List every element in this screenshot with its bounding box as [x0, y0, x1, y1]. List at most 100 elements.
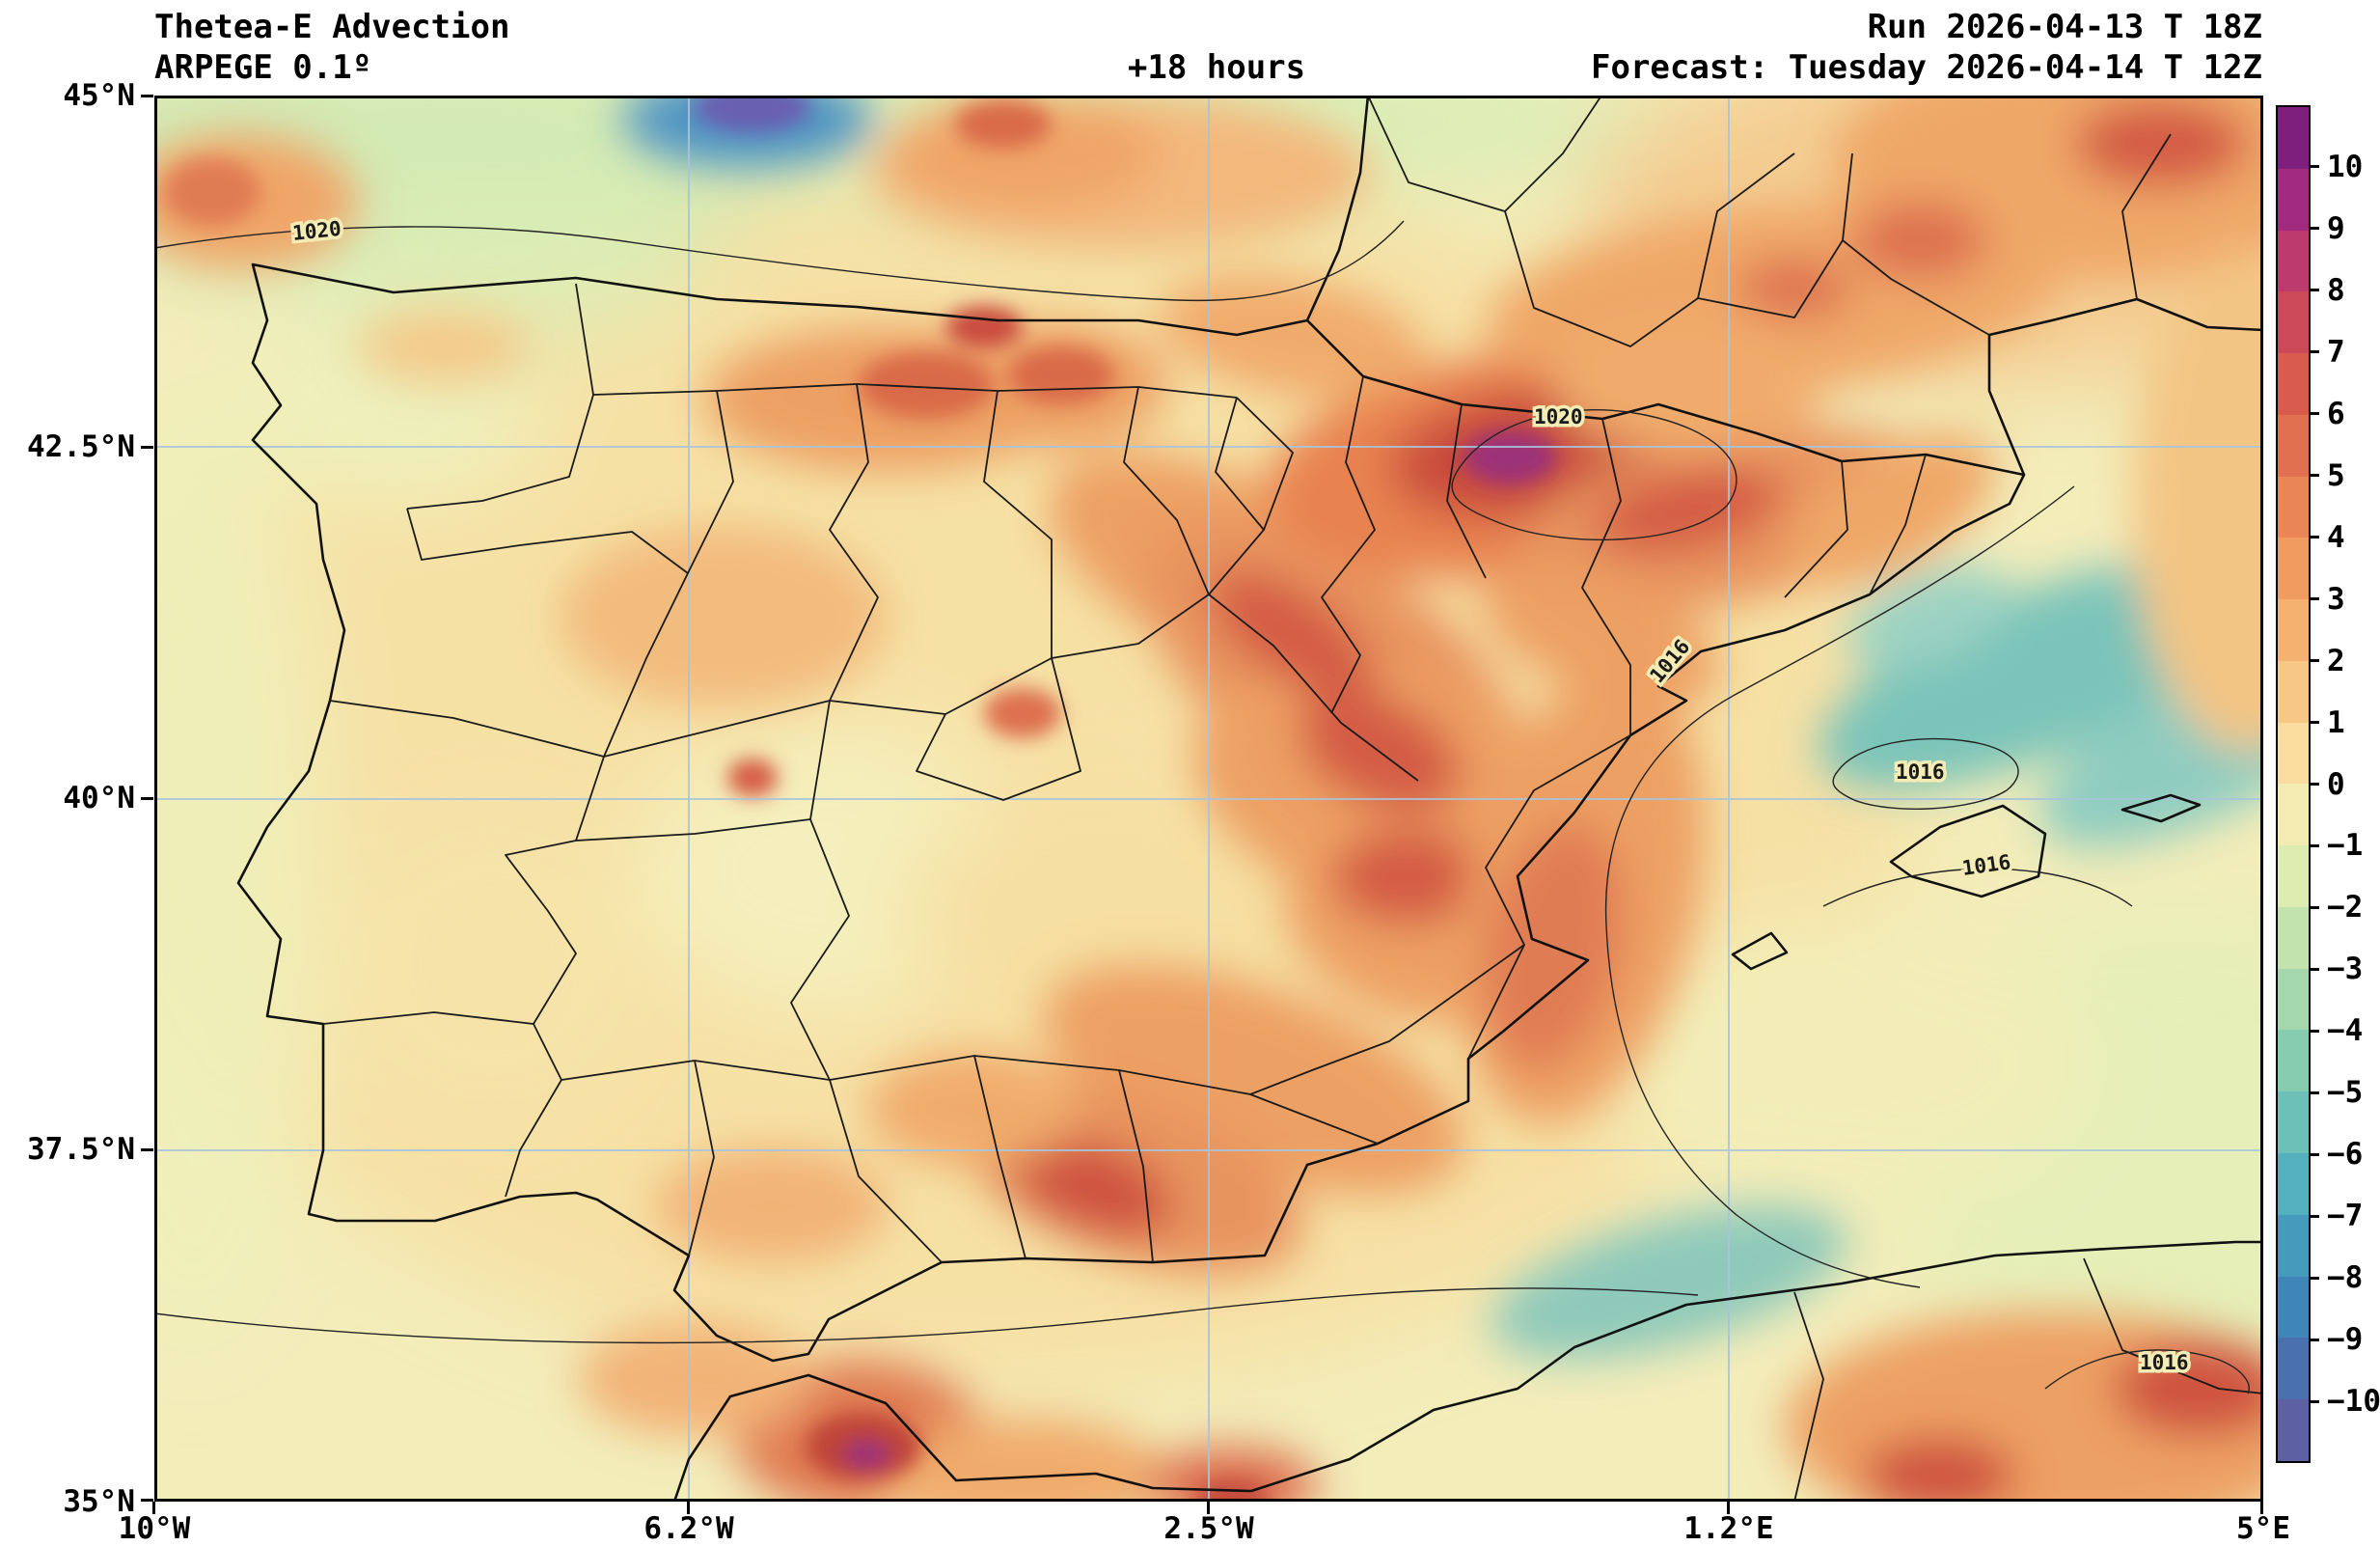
colorbar-segment — [2278, 1338, 2309, 1400]
isobar-label: 1016 — [2140, 1351, 2189, 1374]
x-axis-label: 10°W — [118, 1511, 191, 1546]
isobar-label: 1016 — [1896, 760, 1945, 784]
model-label: ARPEGE 0.1º — [154, 48, 372, 87]
colorbar-tick — [2311, 1152, 2319, 1156]
colorbar-tick-label: −4 — [2327, 1013, 2364, 1049]
run-label: Run 2026-04-13 T 18Z — [1867, 8, 2262, 46]
x-axis-tick — [1727, 1502, 1730, 1514]
iberia-coastline — [236, 262, 2026, 1363]
colorbar-tick-label: 4 — [2327, 519, 2345, 555]
colorbar-tick — [2311, 474, 2319, 478]
colorbar-tick — [2311, 412, 2319, 416]
colorbar-tick-label: −10 — [2327, 1384, 2380, 1420]
colorbar-tick-label: 10 — [2327, 149, 2364, 184]
colorbar-tick-label: 9 — [2327, 210, 2345, 246]
y-axis-tick — [141, 95, 153, 97]
france-atlantic-coastline — [1305, 96, 1370, 321]
isobar-contours — [154, 220, 2250, 1394]
x-axis-label: 2.5°W — [1163, 1511, 1254, 1546]
colorbar-segment — [2278, 414, 2309, 477]
colorbar-tick — [2311, 1276, 2319, 1280]
isobar-1016-oval — [1832, 737, 2019, 810]
colorbar-tick-label: 5 — [2327, 457, 2345, 493]
y-axis-tick — [141, 446, 153, 449]
x-axis-tick — [687, 1502, 690, 1514]
colorbar-tick-label: 8 — [2327, 272, 2345, 308]
colorbar-tick — [2311, 597, 2319, 601]
colorbar-tick — [2311, 289, 2319, 292]
colorbar-tick — [2311, 659, 2319, 663]
x-axis-label: 1.2°E — [1683, 1511, 1774, 1546]
y-axis-tick — [141, 1499, 153, 1502]
colorbar-tick-label: −9 — [2327, 1322, 2364, 1358]
colorbar-segment — [2278, 660, 2309, 723]
y-axis-label: 45°N — [63, 78, 135, 113]
colorbar-tick-label: 2 — [2327, 643, 2345, 678]
france-mediterranean-coastline — [1987, 297, 2263, 476]
x-axis-tick — [152, 1502, 155, 1514]
colorbar-segment — [2278, 291, 2309, 354]
isobar-1020-northeast — [1451, 408, 1737, 540]
colorbar — [2276, 105, 2311, 1463]
x-axis-label: 5°E — [2236, 1511, 2290, 1546]
menorca-coastline — [2120, 793, 2202, 823]
isobar-1016-coastal — [1604, 485, 2075, 1288]
colorbar-segment — [2278, 1399, 2309, 1461]
isobar-1016-mallorca — [1822, 868, 2133, 907]
y-axis-label: 40°N — [63, 781, 135, 815]
colorbar-segment — [2278, 476, 2309, 538]
colorbar-tick-label: −3 — [2327, 952, 2364, 987]
colorbar-segment — [2278, 845, 2309, 907]
gridlines — [154, 96, 2263, 1502]
mallorca-coastline — [1889, 804, 2047, 898]
colorbar-tick — [2311, 967, 2319, 971]
colorbar-tick — [2311, 1338, 2319, 1341]
x-axis-tick — [1207, 1502, 1210, 1514]
colorbar-tick — [2311, 1399, 2319, 1403]
colorbar-segment — [2278, 168, 2309, 231]
colorbar-tick-label: 7 — [2327, 334, 2345, 370]
colorbar-segment — [2278, 107, 2309, 169]
colorbar-segment — [2278, 968, 2309, 1031]
africa-coastline — [672, 1240, 2263, 1502]
colorbar-tick-label: 6 — [2327, 396, 2345, 431]
colorbar-tick-label: −1 — [2327, 828, 2364, 864]
colorbar-tick-label: 1 — [2327, 704, 2345, 740]
colorbar-segment — [2278, 1153, 2309, 1215]
colorbar-segment — [2278, 1214, 2309, 1277]
isobar-south-sweep — [154, 1287, 1699, 1344]
y-axis-label: 35°N — [63, 1484, 135, 1519]
y-axis-tick — [141, 1148, 153, 1151]
chart-title: Thetea-E Advection — [154, 8, 510, 46]
x-axis-tick — [2260, 1502, 2263, 1514]
colorbar-tick — [2311, 165, 2319, 169]
colorbar-segment — [2278, 538, 2309, 600]
colorbar-segment — [2278, 906, 2309, 969]
isobar-label: 1020 — [291, 217, 342, 245]
y-axis-tick — [141, 797, 153, 800]
colorbar-tick — [2311, 227, 2319, 231]
colorbar-tick — [2311, 905, 2319, 909]
lead-time-label: +18 hours — [1127, 48, 1306, 87]
colorbar-tick-label: −5 — [2327, 1075, 2364, 1111]
isobar-label: 1020 — [1534, 405, 1583, 428]
colorbar-segment — [2278, 784, 2309, 846]
colorbar-tick-label: −2 — [2327, 890, 2364, 925]
colorbar-tick-label: −6 — [2327, 1137, 2364, 1173]
colorbar-tick — [2311, 783, 2319, 786]
y-axis-label: 42.5°N — [27, 429, 135, 464]
colorbar-tick-label: 3 — [2327, 581, 2345, 617]
colorbar-segment — [2278, 230, 2309, 292]
x-axis-label: 6.2°W — [643, 1511, 734, 1546]
colorbar-tick-label: 0 — [2327, 766, 2345, 802]
colorbar-tick — [2311, 843, 2319, 847]
colorbar-tick — [2311, 350, 2319, 354]
plot-border — [154, 96, 2263, 1502]
province-boundaries — [322, 96, 2263, 1502]
coastlines — [236, 96, 2263, 1502]
colorbar-segment — [2278, 1091, 2309, 1154]
colorbar-tick — [2311, 1090, 2319, 1094]
isobar-1020-northwest — [154, 220, 1405, 302]
y-axis-label: 37.5°N — [27, 1132, 135, 1167]
